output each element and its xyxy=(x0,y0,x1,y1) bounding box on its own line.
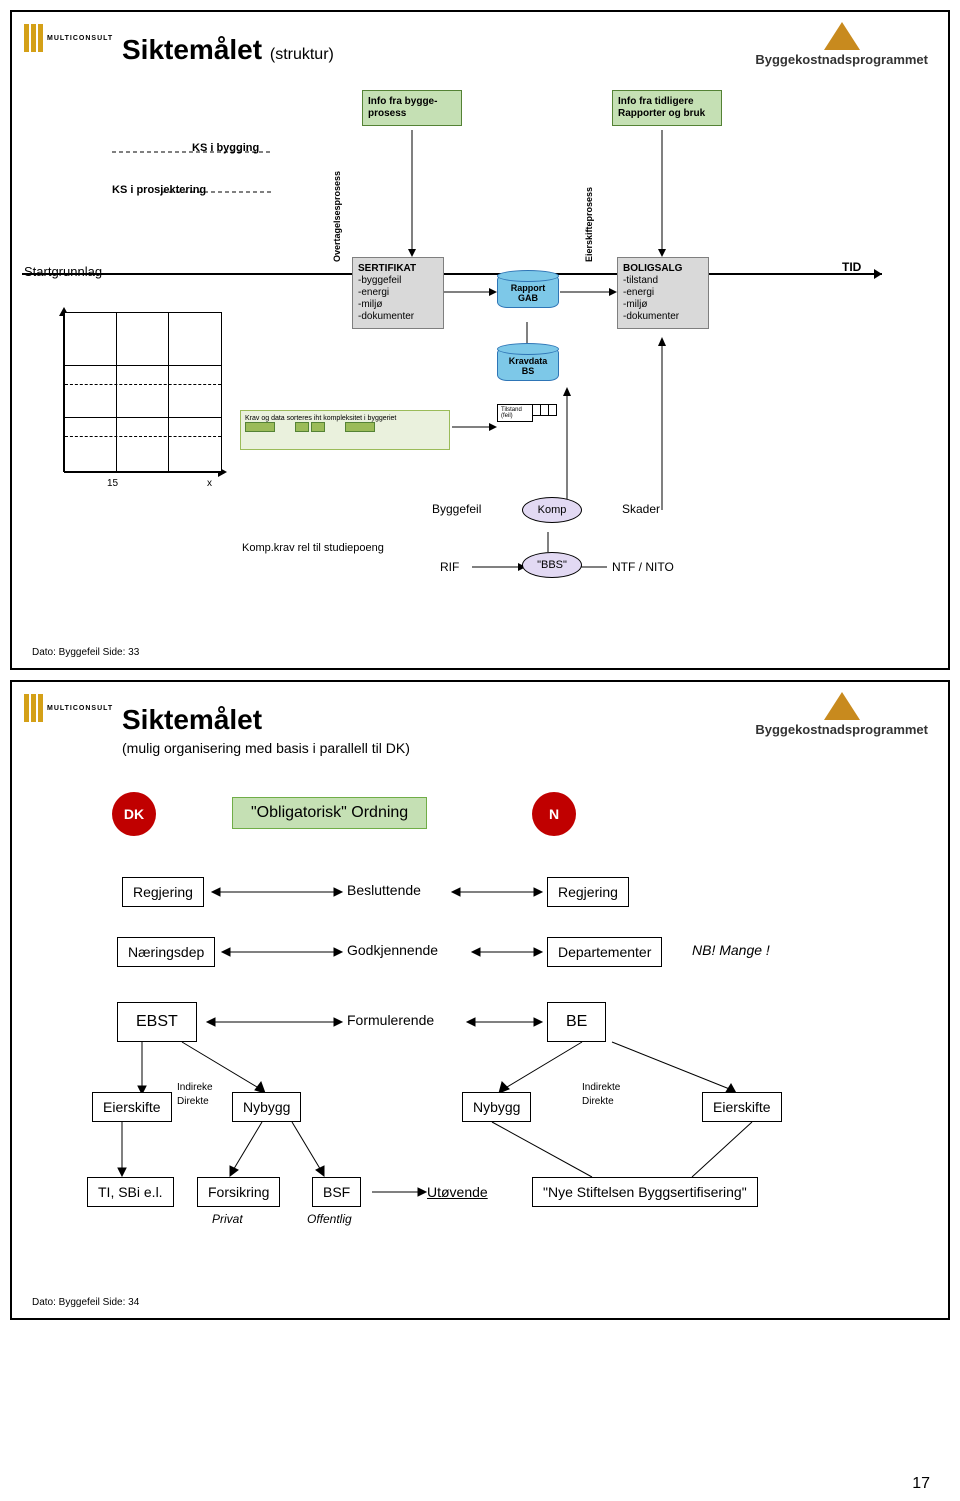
departementer: Departementer xyxy=(547,937,662,967)
obligatorisk-bar: "Obligatorisk" Ordning xyxy=(232,797,427,829)
regjering-r: Regjering xyxy=(547,877,629,907)
tid-label: TID xyxy=(842,260,861,274)
besluttende: Besluttende xyxy=(347,882,421,898)
rif-label: RIF xyxy=(440,560,459,574)
byggefeil-label: Byggefeil xyxy=(432,502,481,516)
ebst: EBST xyxy=(117,1002,197,1042)
eierskifte-l: Eierskifte xyxy=(92,1092,172,1122)
nybygg-l: Nybygg xyxy=(232,1092,301,1122)
direkte-r: Direkte xyxy=(582,1096,614,1107)
slide-1: MULTICONSULT Byggekostnadsprogrammet Sik… xyxy=(10,10,950,670)
ks-bygging-label: KS i bygging xyxy=(192,142,259,154)
privat: Privat xyxy=(212,1212,243,1226)
overtagelse-vertical: Overtagelsesprosess xyxy=(332,152,342,262)
kravdata-bs-cyl: Kravdata BS xyxy=(497,347,559,381)
n-circle: N xyxy=(532,792,576,836)
bbs-oval: "BBS" xyxy=(522,552,582,578)
indirekte-r: Indirekte xyxy=(582,1082,620,1093)
eierskifte-r: Eierskifte xyxy=(702,1092,782,1122)
axis-x: x xyxy=(207,478,212,489)
axis-15: 15 xyxy=(107,478,118,489)
nybygg-r: Nybygg xyxy=(462,1092,531,1122)
slide2-footer: Dato: Byggefeil Side: 34 xyxy=(32,1297,139,1308)
slide2-connectors xyxy=(12,682,948,1318)
be: BE xyxy=(547,1002,606,1042)
slide-2: MULTICONSULT Byggekostnadsprogrammet Sik… xyxy=(10,680,950,1320)
eierskifte-vertical: Eierskifteprosess xyxy=(584,152,594,262)
boligsalg-box: BOLIGSALG -tilstand -energi -miljø -doku… xyxy=(617,257,709,329)
offentlig: Offentlig xyxy=(307,1212,352,1226)
krav-data-text: Krav og data sorteres iht kompleksitet i… xyxy=(245,415,396,422)
nb-mange: NB! Mange ! xyxy=(692,942,770,958)
ntf-label: NTF / NITO xyxy=(612,560,674,574)
info-tidligere-box: Info fra tidligere Rapporter og bruk xyxy=(612,90,722,126)
complexity-chart xyxy=(64,312,222,472)
utovende: Utøvende xyxy=(427,1184,488,1200)
bsf: BSF xyxy=(312,1177,361,1207)
formulerende: Formulerende xyxy=(347,1012,434,1028)
nye-stiftelsen: "Nye Stiftelsen Byggsertifisering" xyxy=(532,1177,758,1207)
slide1-footer: Dato: Byggefeil Side: 33 xyxy=(32,647,139,658)
dk-circle: DK xyxy=(112,792,156,836)
sertifikat-box: SERTIFIKAT -byggefeil -energi -miljø -do… xyxy=(352,257,444,329)
ti-sbi: TI, SBi e.l. xyxy=(87,1177,174,1207)
card-stack: Dok Miljø Energi Tilstand (feil) xyxy=(497,404,567,454)
regjering-l: Regjering xyxy=(122,877,204,907)
kompkrav-label: Komp.krav rel til studiepoeng xyxy=(242,542,384,554)
skader-label: Skader xyxy=(622,502,660,516)
naeringsdep: Næringsdep xyxy=(117,937,215,967)
startgrunnlag-label: Startgrunnlag xyxy=(24,264,102,279)
forsikring: Forsikring xyxy=(197,1177,280,1207)
ks-prosjektering-label: KS i prosjektering xyxy=(112,184,206,196)
info-bygge-box: Info fra bygge- prosess xyxy=(362,90,462,126)
direkte-l: Direkte xyxy=(177,1096,209,1107)
krav-data-box: Krav og data sorteres iht kompleksitet i… xyxy=(240,410,450,450)
komp-oval: Komp xyxy=(522,497,582,523)
rapport-gab-cyl: Rapport GAB xyxy=(497,274,559,308)
indirekte-l: Indireke xyxy=(177,1082,213,1093)
godkjennende: Godkjennende xyxy=(347,942,438,958)
page-number: 17 xyxy=(912,1475,930,1493)
